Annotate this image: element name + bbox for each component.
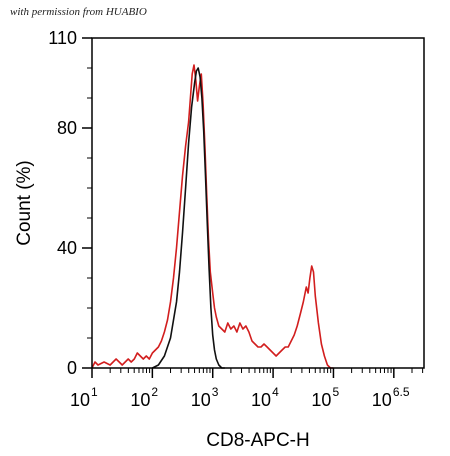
series-layer (91, 64, 334, 369)
x-tick-label: 10 (251, 390, 271, 410)
x-tick-exponent: 2 (151, 385, 158, 399)
x-tick-label: 10 (311, 390, 331, 410)
y-tick-label: 0 (67, 358, 77, 378)
permission-watermark: with permission from HUABIO (10, 6, 147, 18)
x-tick-exponent: 1 (91, 385, 98, 399)
y-axis: 0 40 80 110 (48, 28, 92, 378)
y-axis-title: Count (%) (14, 160, 35, 246)
histogram-series-2 (152, 67, 225, 369)
x-tick-label: 10 (372, 390, 392, 410)
x-axis: 10 1 10 2 10 3 10 4 10 5 10 6.5 (70, 368, 424, 410)
histogram-series-1 (91, 64, 334, 369)
y-tick-label: 110 (48, 28, 77, 48)
x-tick-exponent: 5 (332, 385, 339, 399)
x-tick-label: 10 (191, 390, 211, 410)
y-tick-label: 80 (57, 118, 77, 138)
x-axis-title: CD8-APC-H (206, 430, 309, 451)
x-tick-exponent: 4 (272, 385, 279, 399)
x-tick-exponent: 6.5 (393, 385, 410, 399)
plot-frame (91, 37, 425, 369)
x-tick-label: 10 (70, 390, 90, 410)
x-tick-label: 10 (130, 390, 150, 410)
x-tick-exponent: 3 (212, 385, 219, 399)
y-tick-label: 40 (57, 238, 77, 258)
